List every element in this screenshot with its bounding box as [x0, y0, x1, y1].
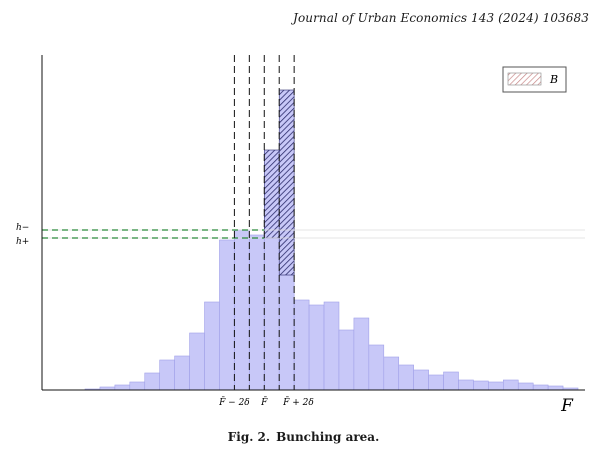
reference-lines	[42, 55, 585, 390]
histogram-bar	[114, 384, 131, 391]
histogram-bar	[353, 317, 370, 391]
caption-text: Bunching area.	[276, 430, 380, 444]
legend-swatch	[507, 72, 542, 86]
histogram-bar	[174, 355, 190, 391]
histogram-bar	[443, 371, 459, 391]
histogram-bar	[488, 381, 504, 391]
figure-caption: Fig. 2. Bunching area.	[0, 430, 607, 444]
bunching-figure: h− h+ F̄ − 2δ F̄ F̄ + 2δ F B	[16, 55, 585, 416]
caption-label: Fig. 2.	[227, 430, 271, 444]
legend: B	[502, 66, 567, 93]
histogram-bar	[249, 234, 265, 391]
histogram-bar	[338, 329, 355, 391]
x-tick-label: F̄	[260, 396, 268, 408]
bunching-area	[263, 89, 295, 276]
histogram-bar	[189, 332, 205, 391]
histogram-bar	[159, 359, 175, 391]
x-tick-label: F̄ + 2δ	[282, 396, 314, 408]
histogram-bar	[383, 356, 400, 391]
histogram-bar	[323, 301, 340, 391]
histogram-bar	[547, 385, 564, 391]
x-axis-label: F	[560, 396, 574, 416]
histogram-bar	[398, 364, 414, 391]
histogram-bar	[532, 384, 549, 391]
histogram-bar	[234, 229, 250, 391]
y-tick-labels: h− h+	[16, 223, 29, 247]
histogram-bar	[293, 299, 310, 391]
legend-label: B	[549, 73, 558, 86]
histogram-bar	[144, 372, 160, 391]
histogram-bar	[428, 374, 444, 391]
y-tick-label: h−	[16, 223, 29, 233]
histogram-bar	[204, 301, 220, 391]
histogram-bar	[308, 304, 325, 391]
bunching-bar	[278, 89, 295, 276]
histogram-bar	[413, 369, 429, 391]
x-tick-labels: F̄ − 2δ F̄ F̄ + 2δ	[218, 396, 314, 408]
histogram-bar	[278, 274, 295, 391]
histogram-bar	[473, 380, 489, 391]
histogram-bar	[503, 379, 519, 391]
y-tick-label: h+	[16, 237, 29, 247]
x-tick-label: F̄ − 2δ	[218, 396, 250, 408]
journal-header: Journal of Urban Economics 143 (2024) 10…	[293, 11, 589, 25]
histogram-bar	[129, 381, 146, 391]
histogram-bar	[368, 344, 385, 391]
histogram-bar	[458, 379, 474, 391]
histogram-bar	[263, 237, 280, 391]
bunching-bar	[263, 149, 280, 239]
histogram-bar	[219, 239, 235, 391]
histogram-bars	[84, 229, 579, 391]
histogram-bar	[517, 382, 534, 391]
